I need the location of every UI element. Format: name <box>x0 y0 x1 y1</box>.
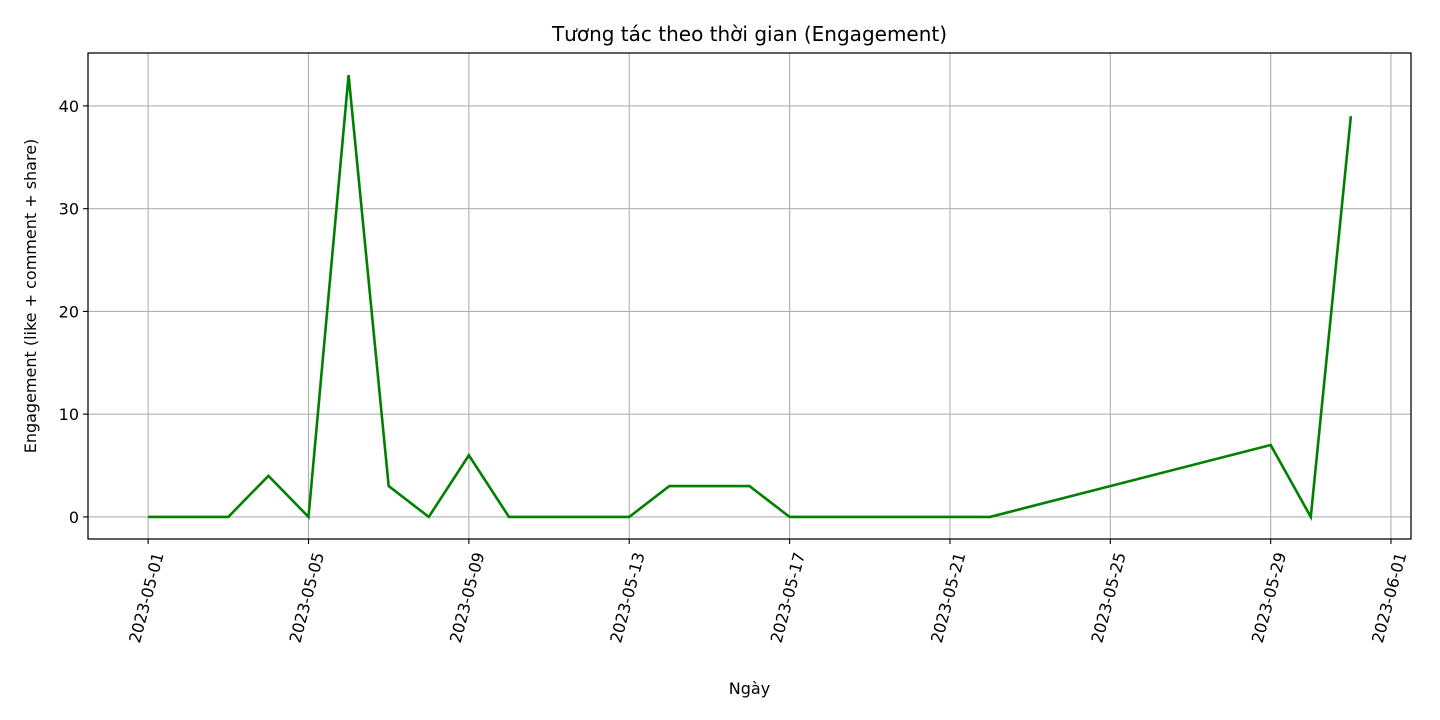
y-tick-label: 10 <box>59 405 79 424</box>
series-line <box>148 74 1353 522</box>
chart-title: Tương tác theo thời gian (Engagement) <box>551 22 947 46</box>
axes-frame <box>87 52 1412 540</box>
y-axis: 0 10 20 30 40 <box>59 97 88 527</box>
series-layer <box>148 74 1353 522</box>
grid <box>88 53 1411 539</box>
y-tick-label: 40 <box>59 97 79 116</box>
y-tick-label: 0 <box>69 508 79 527</box>
y-tick-label: 20 <box>59 302 79 321</box>
x-axis-label: Ngày <box>729 679 770 698</box>
y-tick-label: 30 <box>59 200 79 219</box>
y-axis-label: Engagement (like + comment + share) <box>21 139 40 454</box>
